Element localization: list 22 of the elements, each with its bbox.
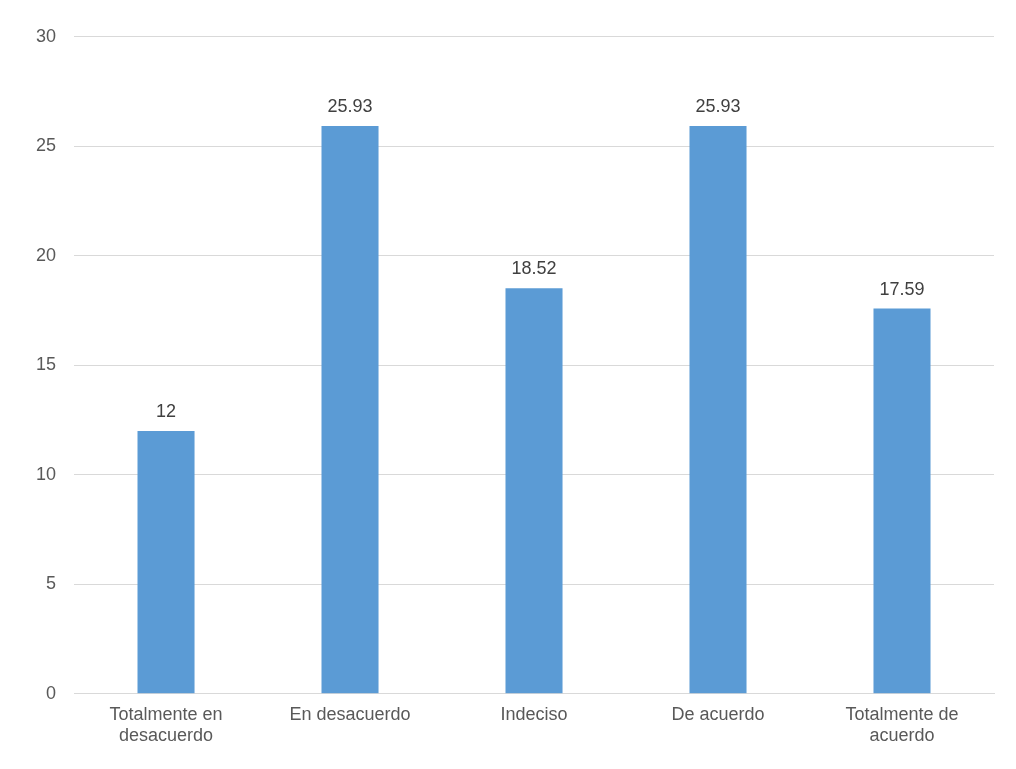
y-tick-label: 15: [35, 354, 57, 375]
y-tick-label: 10: [35, 463, 57, 484]
bar: [505, 288, 563, 694]
data-label: 25.93: [695, 95, 741, 116]
y-tick-label: 30: [35, 25, 57, 46]
data-label: 25.93: [327, 95, 373, 116]
y-tick-label: 0: [46, 682, 57, 703]
y-tick-label: 5: [46, 573, 57, 594]
bar: [873, 308, 931, 694]
data-label: 17.59: [879, 278, 925, 299]
x-tick-label: De acuerdo: [671, 703, 765, 724]
y-tick-label: 20: [35, 244, 57, 265]
x-tick-label: Indeciso: [500, 703, 568, 724]
bar: [689, 125, 747, 694]
bar: [137, 431, 195, 694]
bar: [321, 125, 379, 694]
x-tick-label: Totalmente de acuerdo: [845, 703, 959, 746]
data-label: 12: [156, 400, 177, 421]
x-tick-label: Totalmente en desacuerdo: [109, 703, 223, 746]
data-label: 18.52: [511, 258, 557, 279]
x-tick-label: En desacuerdo: [289, 703, 411, 724]
y-tick-label: 25: [35, 135, 57, 156]
